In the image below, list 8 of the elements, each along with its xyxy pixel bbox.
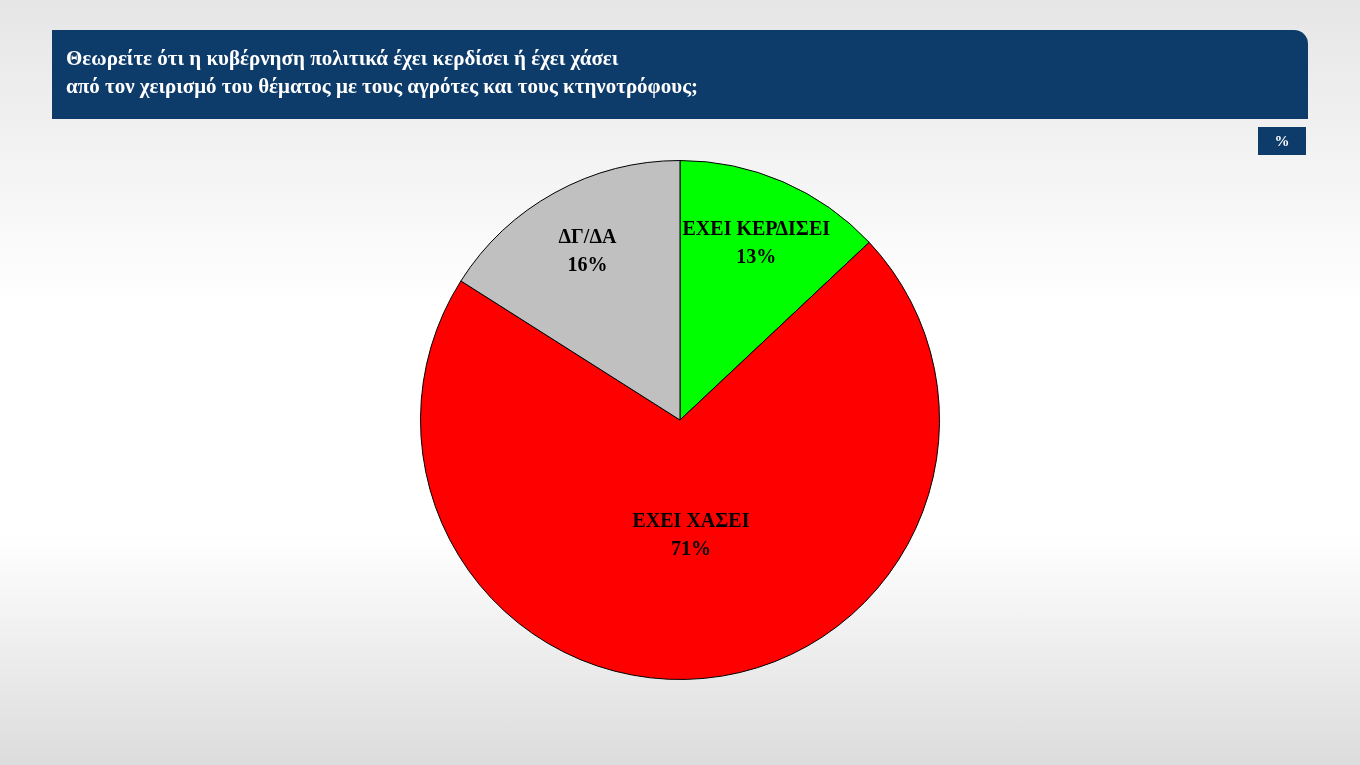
slice-label: ΔΓ/ΔΑ	[558, 224, 617, 247]
chart-title: Θεωρείτε ότι η κυβέρνηση πολιτικά έχει κερδίσει ή έχει χάσει από τον χειρισμό του θέματος με τους αγρότες και τους κτηνοτρόφους;	[52, 30, 1308, 119]
text: %	[1258, 127, 1306, 155]
data-label: 13%	[736, 244, 777, 267]
data-label: 71%	[670, 537, 711, 560]
slice-label: ΕΧΕΙ ΚΕΡΔΙΣΕΙ	[682, 216, 831, 239]
data-label: 16%	[567, 252, 608, 275]
slice-label: ΕΧΕΙ ΧΑΣΕΙ	[632, 509, 750, 532]
